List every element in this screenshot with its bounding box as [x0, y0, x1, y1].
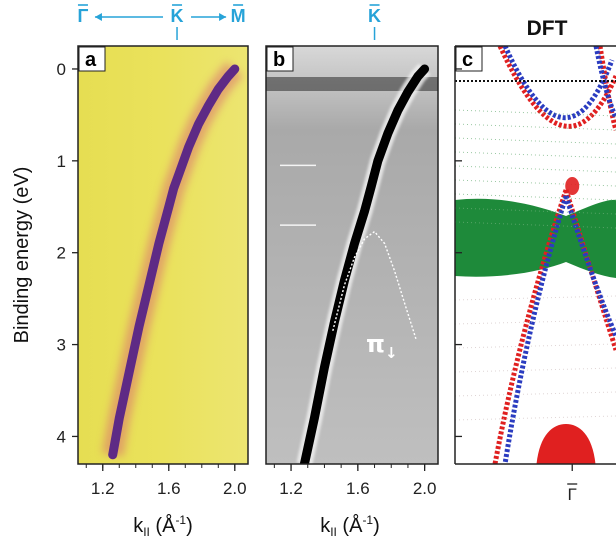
panel-b-x-ticks: 1.2 1.6 2.0 [273, 464, 437, 498]
panel-a-letter: a [85, 49, 97, 71]
dft-faint-band [455, 179, 616, 187]
panel-a: a 0 1 2 3 4 1.2 1.6 2.0 Binding energy (eV) kI… [11, 4, 249, 539]
y-tick-label: 4 [57, 427, 66, 446]
dft-faint-band [455, 221, 616, 229]
dft-faint-band [455, 207, 616, 215]
top-label-m: M [231, 6, 246, 26]
panel-b-frame [265, 45, 439, 465]
panel-b-x-axis-title: kII (Å-1) [320, 513, 380, 539]
dft-faint-band [455, 165, 616, 173]
panel-b-letter-box [266, 46, 294, 72]
y-tick-label: 3 [57, 336, 66, 355]
dft-faint-band [455, 123, 616, 131]
dft-faint-band [455, 151, 616, 159]
arrow-to-gamma-head [94, 13, 102, 21]
panel-c: c DFT Γ [454, 17, 616, 504]
dft-faint-band [455, 193, 616, 201]
panel-b: π↓ b 1.2 1.6 2.0 kII (Å-1) K [265, 4, 439, 539]
x-tick-label: 1.6 [346, 479, 370, 498]
y-tick-label: 2 [57, 244, 66, 263]
y-tick-label: 1 [57, 152, 66, 171]
dft-band-line [502, 46, 615, 121]
top-label-k: K [171, 6, 184, 26]
x-tick-label: 1.6 [157, 479, 181, 498]
panel-c-y-ticks [455, 68, 462, 438]
panel-b-top-labels: K [368, 4, 381, 40]
panel-c-dft-bands [455, 46, 616, 464]
y-tick-label: 0 [57, 60, 66, 79]
panel-a-letter-box [78, 46, 106, 72]
dft-faint-band [455, 343, 616, 349]
dft-band-line [563, 189, 616, 351]
panel-c-x-ticks: Γ [567, 464, 578, 504]
top-label-k: K [368, 6, 381, 26]
panel-a-y-ticks: 0 1 2 3 4 [57, 60, 78, 446]
dft-faint-band [455, 137, 616, 145]
panel-a-frame [77, 45, 249, 465]
panel-b-band [299, 64, 430, 464]
panel-a-band [108, 64, 240, 460]
dft-faint-band [455, 109, 616, 117]
x-tick-label: 2.0 [223, 479, 247, 498]
dft-band-line [492, 189, 569, 464]
panel-b-markers [280, 164, 316, 226]
panel-b-top-dark-strip [266, 77, 438, 91]
panel-a-x-axis-title: kII (Å-1) [133, 513, 193, 539]
x-tick-label-gamma: Γ [568, 485, 577, 504]
arrow-to-m-head [219, 13, 227, 21]
dft-faint-band [455, 415, 616, 421]
dft-band-line [497, 46, 616, 129]
panel-c-red-dome [536, 424, 596, 464]
dft-faint-band [455, 319, 616, 325]
dft-dirac-point [565, 177, 580, 195]
dft-band-line [563, 195, 616, 337]
dft-band-line [597, 46, 616, 131]
y-axis-title: Binding energy (eV) [11, 167, 33, 344]
panel-b-letter: b [273, 49, 285, 71]
panel-a-x-ticks: 1.2 1.6 2.0 [85, 464, 247, 498]
panel-c-letter: c [462, 49, 473, 71]
x-tick-label: 2.0 [413, 479, 437, 498]
panel-b-pi-band [332, 230, 417, 341]
dft-faint-band [455, 367, 616, 373]
top-label-gamma: Γ [78, 6, 89, 26]
x-tick-label: 1.2 [279, 479, 303, 498]
panel-c-letter-box [455, 46, 483, 72]
panel-c-title: DFT [527, 17, 568, 40]
panel-b-pi-label: π↓ [366, 330, 398, 362]
dft-faint-band [455, 391, 616, 397]
dft-faint-band [455, 295, 616, 301]
x-tick-label: 1.2 [91, 479, 115, 498]
